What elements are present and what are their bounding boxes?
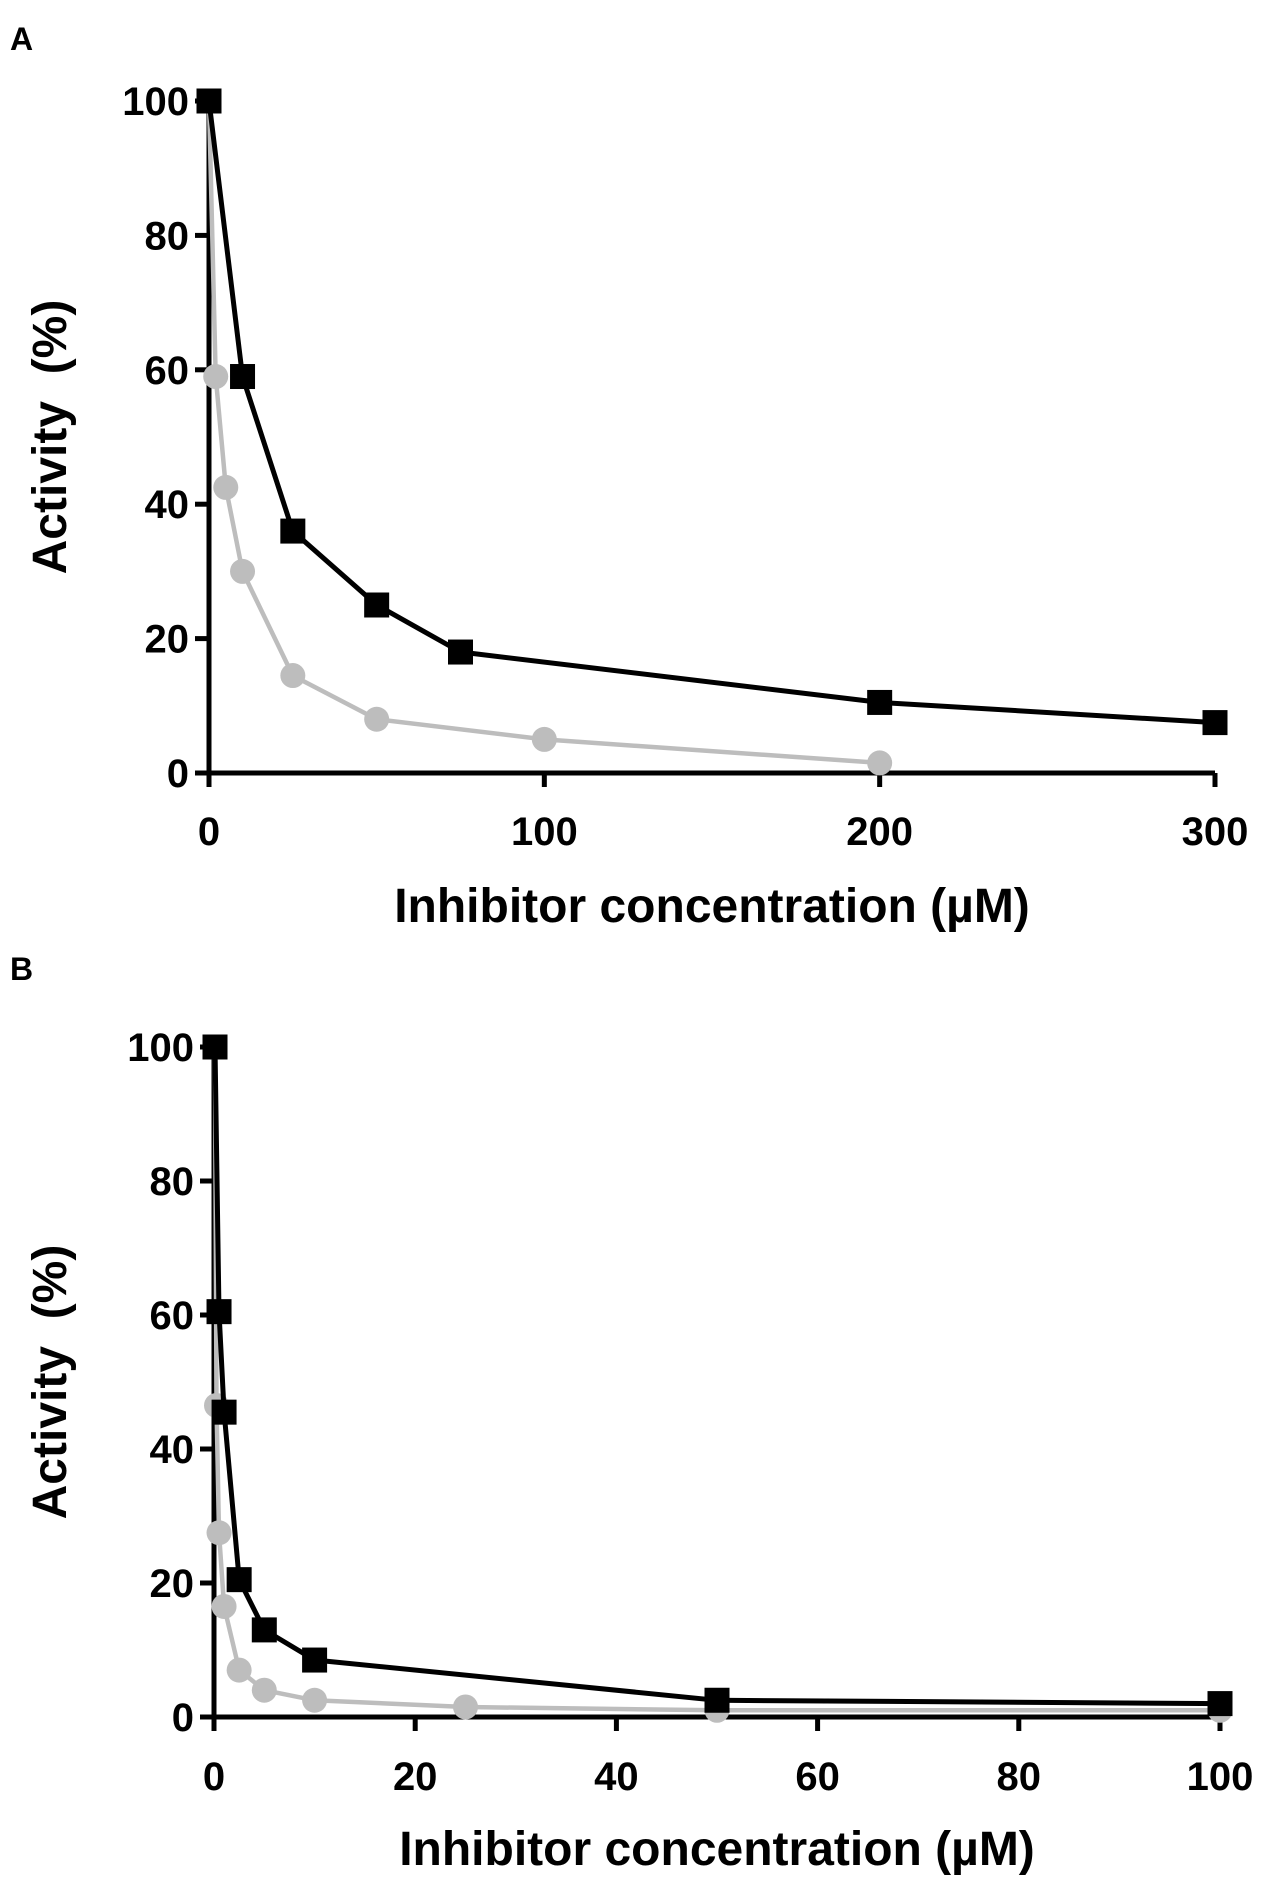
- x-tick-label: 0: [198, 810, 220, 854]
- data-point-circle: [302, 1687, 328, 1713]
- series-line: [206, 100, 880, 766]
- chart-panel-a: A 0 20 40 60 80 100 0 100 200 300 Inhibitor concent…: [10, 21, 1248, 933]
- data-point-square: [302, 1647, 328, 1673]
- data-point-square: [206, 1299, 232, 1325]
- data-point-circle: [230, 558, 256, 584]
- data-point-square: [251, 1617, 277, 1643]
- x-tick-label: 60: [795, 1755, 840, 1799]
- panel-label: A: [10, 21, 33, 57]
- data-point-square: [867, 689, 893, 715]
- data-point-square: [280, 518, 306, 544]
- data-point-square: [1202, 710, 1228, 736]
- chart-panel-b: B 0 20 40 60 80 100 0 20 40 60 80 100 Inhibitor conce…: [10, 951, 1253, 1876]
- data-point-square: [211, 1399, 237, 1425]
- data-point-circle: [206, 1520, 232, 1546]
- x-tick-label: 40: [594, 1755, 639, 1799]
- data-point-circle: [203, 364, 229, 390]
- x-tick-label: 80: [997, 1755, 1042, 1799]
- data-point-square: [704, 1687, 730, 1713]
- data-point-square: [1207, 1691, 1233, 1717]
- y-tick-label: 80: [145, 214, 190, 258]
- y-tick-label: 60: [145, 349, 190, 393]
- y-tick-label: 20: [150, 1562, 195, 1606]
- y-axis-label: Activity (%): [24, 300, 77, 575]
- y-tick-label: 0: [172, 1696, 194, 1740]
- series-black-squares: [196, 88, 1228, 736]
- data-point-circle: [251, 1677, 277, 1703]
- series-line: [206, 100, 1216, 726]
- data-point-circle: [867, 750, 893, 776]
- x-tick-label: 100: [511, 810, 578, 854]
- series-black-squares: [202, 1034, 1233, 1717]
- x-tick-label: 200: [846, 810, 913, 854]
- y-tick-label: 0: [167, 752, 189, 796]
- y-tick-label: 20: [145, 618, 190, 662]
- y-tick-label: 60: [150, 1294, 195, 1338]
- y-tick-label: 100: [127, 1026, 194, 1070]
- x-axis-label: Inhibitor concentration (µM): [394, 880, 1030, 933]
- series-gray-circles: [196, 88, 893, 776]
- data-point-circle: [453, 1694, 478, 1720]
- x-tick-label: 20: [393, 1755, 438, 1799]
- data-point-square: [230, 364, 256, 390]
- y-tick-label: 40: [145, 483, 190, 527]
- y-tick-label: 80: [150, 1160, 195, 1204]
- data-point-square: [202, 1034, 228, 1060]
- data-point-circle: [213, 474, 239, 500]
- data-point-square: [226, 1567, 252, 1593]
- data-point-circle: [364, 706, 390, 732]
- x-axis-label: Inhibitor concentration (µM): [399, 1823, 1035, 1876]
- data-point-circle: [211, 1593, 237, 1619]
- data-point-square: [364, 592, 390, 618]
- panel-label: B: [10, 951, 33, 987]
- series-line: [212, 1046, 1221, 1707]
- series-gray-circles: [202, 1034, 1233, 1723]
- x-tick-label: 0: [203, 1755, 225, 1799]
- series-line: [212, 1046, 1220, 1713]
- x-tick-label: 100: [1187, 1755, 1254, 1799]
- data-point-circle: [531, 726, 557, 752]
- data-point-circle: [226, 1657, 252, 1683]
- data-point-square: [448, 639, 473, 665]
- y-tick-label: 40: [150, 1428, 195, 1472]
- data-point-circle: [280, 663, 306, 689]
- y-axis-label: Activity (%): [24, 1245, 77, 1520]
- x-tick-label: 300: [1182, 810, 1249, 854]
- y-tick-label: 100: [122, 80, 189, 124]
- data-point-square: [196, 88, 222, 114]
